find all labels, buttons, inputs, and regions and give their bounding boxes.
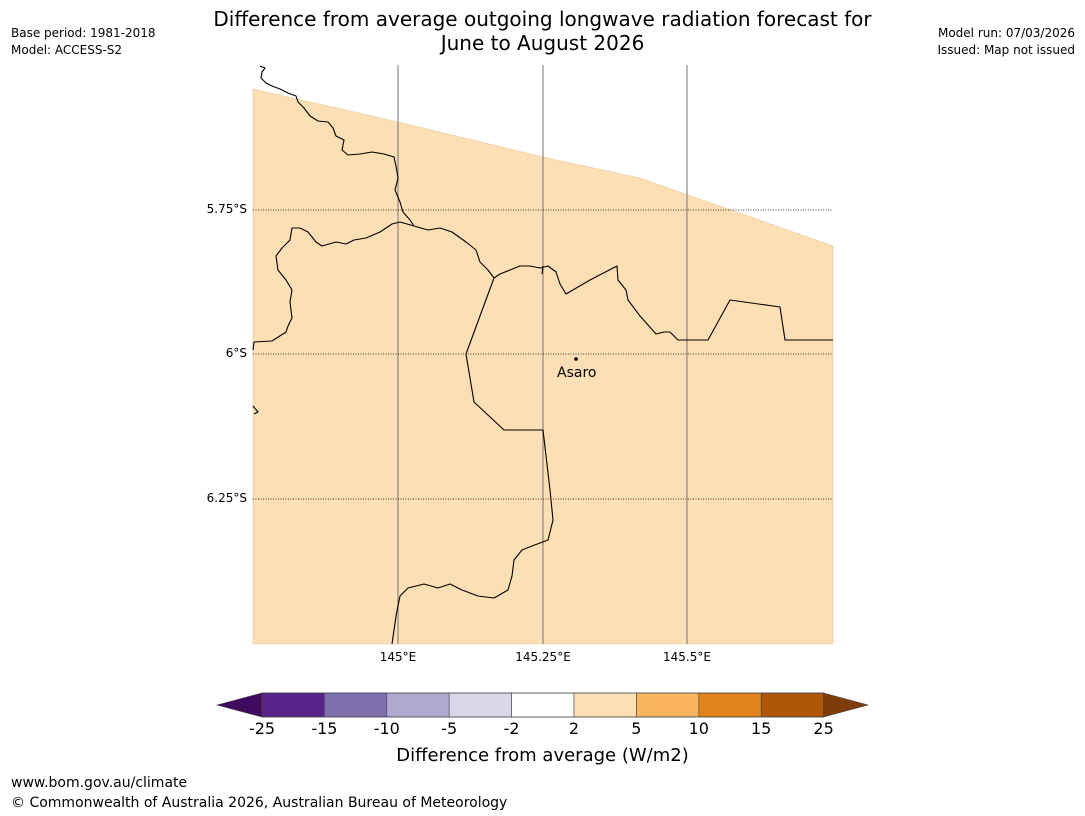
chart-title: Difference from average outgoing longwav… [0, 7, 1085, 55]
asaro-marker [574, 357, 578, 361]
colorbar-extend-low [215, 692, 263, 718]
place-label-asaro: Asaro [557, 365, 597, 381]
colorbar-tick-2: -15 [311, 719, 338, 738]
colorbar-segment-2 [324, 692, 388, 718]
model-run-text: Model run: 07/03/2026 [937, 26, 1075, 40]
colorbar-segment-9 [760, 692, 824, 718]
colorbar-segment-4 [448, 692, 512, 718]
lat-label-5-75: 5.75°S [206, 202, 247, 216]
colorbar-tick-10: 25 [813, 719, 834, 738]
colorbar-outline [261, 692, 824, 718]
lon-label-145-25: 145.25°E [515, 650, 571, 664]
lat-label-6: 6°S [225, 346, 247, 360]
border-central [413, 225, 833, 341]
colorbar-segment-1 [261, 692, 325, 718]
border-south [391, 277, 554, 645]
colorbar-extend-high [823, 692, 870, 718]
border-asaro-link [541, 265, 544, 275]
colorbar-tick-5: -2 [503, 719, 520, 738]
colorbar-title: Difference from average (W/m2) [396, 745, 689, 766]
colorbar-tick-9: 15 [751, 719, 772, 738]
model-text: Model: ACCESS-S2 [11, 43, 123, 57]
issued-text: Issued: Map not issued [937, 43, 1075, 57]
colorbar-tick-4: -5 [441, 719, 458, 738]
footer-url[interactable]: www.bom.gov.au/climate [11, 775, 188, 791]
colorbar-tick-6: 2 [568, 719, 580, 738]
colorbar-segment-6 [573, 692, 637, 718]
colorbar-segment-5 [511, 692, 575, 718]
colorbar-tick-7: 5 [631, 719, 642, 738]
title-line-1: Difference from average outgoing longwav… [213, 7, 872, 31]
meta-left: Base period: 1981-2018 Model: ACCESS-S2 [11, 25, 156, 59]
meta-right: Model run: 07/03/2026 Issued: Map not is… [937, 25, 1075, 59]
colorbar-tick-1: -25 [248, 719, 276, 738]
lon-label-145-5: 145.5°E [663, 650, 711, 664]
colorbar-segment-8 [698, 692, 762, 718]
border-west-fragment [252, 405, 259, 415]
colorbar-tick-3: -10 [373, 719, 400, 738]
colorbar-tick-8: 10 [688, 719, 709, 738]
colorbar-segment-3 [386, 692, 450, 718]
base-period-text: Base period: 1981-2018 [11, 26, 156, 40]
border-north-west [252, 65, 415, 351]
title-line-2: June to August 2026 [440, 31, 645, 55]
lat-label-6-25: 6.25°S [206, 491, 247, 505]
colorbar-segment-7 [636, 692, 700, 718]
footer-copyright: © Commonwealth of Australia 2026, Austra… [11, 795, 508, 811]
lon-label-145: 145°E [379, 650, 417, 664]
